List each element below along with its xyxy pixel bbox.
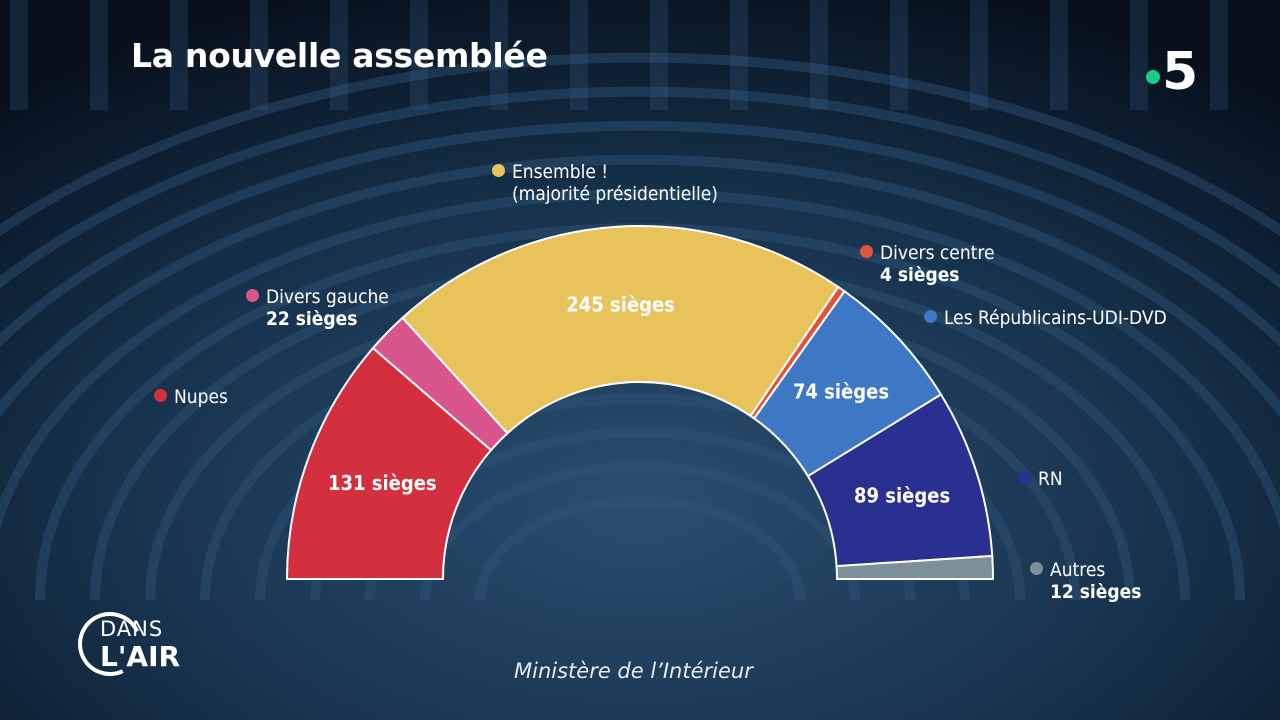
bg-column: [570, 0, 588, 110]
bg-bench-row: [0, 86, 1280, 289]
legend-item-divers-centre: Divers centre 4 sièges: [860, 242, 994, 286]
bg-column: [650, 0, 668, 110]
legend-seats-autres: 12 sièges: [1050, 581, 1142, 603]
legend-swatch-rn: [1018, 471, 1031, 484]
bg-column: [250, 0, 268, 110]
bg-column: [170, 0, 188, 110]
bg-bench-row: [0, 154, 1280, 418]
bg-column: [890, 0, 908, 110]
bg-bench-row: [0, 120, 1280, 348]
legend-label-divers-gauche: Divers gauche: [266, 286, 389, 308]
legend-label-republicains: Les Républicains-UDI-DVD: [944, 307, 1167, 329]
bg-column: [10, 0, 28, 110]
dans-lair-logo: DANS L'AIR: [68, 602, 218, 686]
bg-bench-row: [0, 188, 1280, 531]
value-label-republicains: 74 sièges: [793, 379, 889, 403]
bg-column: [90, 0, 108, 110]
legend-seats-divers-gauche: 22 sièges: [266, 308, 358, 330]
logo-digit: 5: [1162, 42, 1199, 102]
seat-sector-ensemble: [401, 225, 840, 435]
bg-column: [730, 0, 748, 110]
bg-bench-row: [475, 495, 805, 601]
legend-label-ensemble: Ensemble !: [512, 161, 609, 183]
bg-column: [1050, 0, 1068, 110]
legend-item-nupes: Nupes: [154, 386, 228, 408]
france5-logo: 5: [1146, 42, 1210, 102]
value-label-ensemble: 245 sièges: [566, 293, 675, 317]
legend-swatch-republicains: [924, 310, 937, 323]
bg-column: [1210, 0, 1228, 110]
legend-label-divers-centre: Divers centre: [880, 242, 995, 264]
page-title: La nouvelle assemblée: [131, 36, 548, 75]
bg-column: [410, 0, 428, 110]
bg-column: [970, 0, 988, 110]
legend-item-ensemble: Ensemble ! (majorité présidentielle): [492, 161, 718, 205]
legend-item-rn: RN: [1018, 468, 1063, 490]
bg-bench-row: [0, 52, 1280, 237]
legend-item-autres: Autres 12 sièges: [1030, 559, 1141, 603]
legend-item-republicains: Les Républicains-UDI-DVD: [924, 307, 1167, 329]
chart-source: Ministère de l’Intérieur: [514, 659, 753, 683]
legend-label-autres: Autres: [1050, 559, 1106, 581]
legend-seats-divers-centre: 4 sièges: [880, 264, 960, 286]
logo-word-dans: DANS: [100, 617, 164, 641]
legend-swatch-nupes: [154, 389, 167, 402]
legend-swatch-divers-centre: [860, 245, 873, 258]
legend-sublabel-ensemble: (majorité présidentielle): [512, 183, 718, 205]
legend-label-rn: RN: [1038, 468, 1063, 490]
logo-word-lair: L'AIR: [100, 640, 181, 673]
legend-swatch-ensemble: [492, 164, 505, 177]
seat-sector-autres: [835, 554, 995, 580]
legend-item-divers-gauche: Divers gauche 22 sièges: [246, 286, 389, 330]
bg-column: [490, 0, 508, 110]
bg-column: [330, 0, 348, 110]
logo-dot-icon: [1146, 70, 1160, 84]
bg-column: [1130, 0, 1148, 110]
bg-column: [810, 0, 828, 110]
legend-label-nupes: Nupes: [174, 386, 228, 408]
legend-swatch-autres: [1030, 562, 1043, 575]
value-label-nupes: 131 sièges: [328, 471, 437, 495]
bg-bench-row: [420, 461, 860, 601]
value-label-rn: 89 sièges: [854, 484, 950, 508]
legend-swatch-divers-gauche: [246, 289, 259, 302]
